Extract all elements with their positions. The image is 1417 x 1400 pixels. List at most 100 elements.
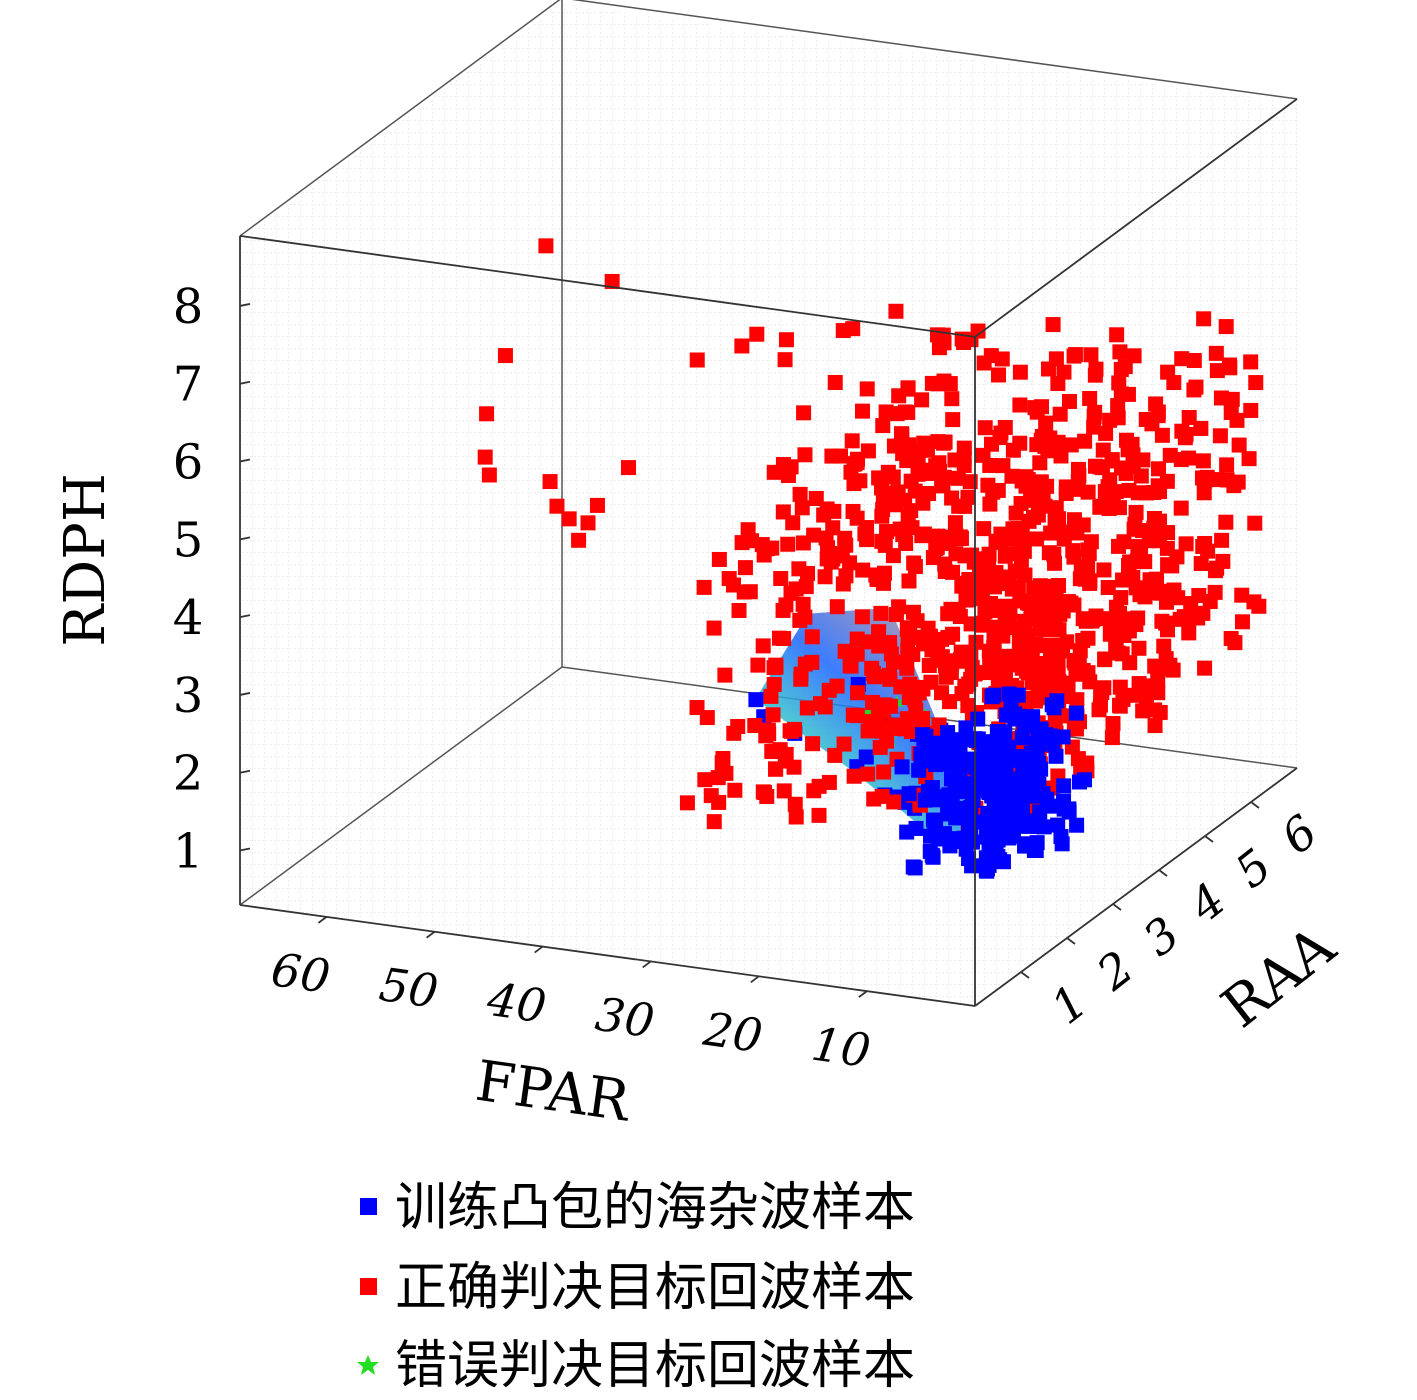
- point-correct: [1082, 390, 1098, 406]
- point-correct: [1043, 525, 1059, 541]
- point-training: [1056, 793, 1072, 809]
- point-correct: [1012, 364, 1028, 380]
- point-correct: [1113, 590, 1129, 606]
- point-correct: [805, 736, 821, 752]
- point-correct: [994, 351, 1010, 367]
- point-correct: [1222, 357, 1238, 373]
- point-correct: [1008, 505, 1024, 521]
- point-correct: [915, 710, 931, 726]
- point-training: [1069, 817, 1085, 833]
- point-correct: [804, 654, 820, 670]
- y-tick-mark: [1020, 971, 1030, 979]
- point-correct: [1112, 605, 1128, 621]
- point-correct: [982, 595, 998, 611]
- point-correct: [902, 620, 918, 636]
- point-correct: [763, 688, 779, 704]
- point-correct: [679, 795, 695, 811]
- point-correct: [497, 348, 513, 364]
- point-correct: [875, 418, 891, 434]
- point-correct: [974, 617, 990, 633]
- point-correct: [1056, 364, 1072, 380]
- point-correct: [900, 380, 916, 396]
- point-correct: [1202, 594, 1218, 610]
- point-correct: [1160, 525, 1176, 541]
- point-correct: [1150, 672, 1166, 688]
- point-correct: [1083, 534, 1099, 550]
- point-training: [960, 806, 976, 822]
- point-correct: [1128, 504, 1144, 520]
- point-correct: [817, 699, 833, 715]
- point-correct: [849, 510, 865, 526]
- x-tick-label: 20: [699, 1001, 765, 1063]
- point-correct: [924, 375, 940, 391]
- point-correct: [1012, 397, 1028, 413]
- x-tick-label: 50: [376, 957, 441, 1019]
- point-training: [917, 792, 933, 808]
- point-correct: [749, 326, 765, 342]
- point-correct: [937, 658, 953, 674]
- point-correct: [1248, 375, 1264, 391]
- legend-item-training: 训练凸包的海杂波样本: [360, 1178, 915, 1238]
- point-correct: [1196, 311, 1212, 327]
- point-correct: [1087, 367, 1103, 383]
- point-correct: [794, 500, 810, 516]
- point-training: [1014, 730, 1030, 746]
- legend-marker-correct: [360, 1278, 377, 1295]
- point-correct: [935, 478, 951, 494]
- point-correct: [1109, 327, 1125, 343]
- legend-label-training: 训练凸包的海杂波样本: [395, 1178, 915, 1238]
- point-correct: [538, 238, 554, 254]
- point-correct: [860, 766, 876, 782]
- point-correct: [1219, 457, 1235, 473]
- point-correct: [947, 515, 963, 531]
- z-tick-mark: [239, 303, 251, 307]
- point-correct: [757, 785, 773, 801]
- point-correct: [1199, 469, 1215, 485]
- point-correct: [1181, 410, 1197, 426]
- y-tick-mark: [1204, 835, 1214, 843]
- x-tick-mark: [750, 975, 760, 984]
- point-correct: [865, 694, 881, 710]
- point-correct: [930, 528, 946, 544]
- point-correct: [997, 548, 1013, 564]
- point-training: [1016, 716, 1032, 732]
- point-training: [894, 759, 910, 775]
- legend-label-correct: 正确判决目标回波样本: [395, 1258, 915, 1318]
- z-tick-label: 1: [173, 824, 204, 880]
- y-tick-label: 1: [1041, 974, 1097, 1035]
- point-training: [970, 711, 986, 727]
- point-correct: [948, 546, 964, 562]
- point-correct: [979, 665, 995, 681]
- point-correct: [907, 559, 923, 575]
- point-correct: [981, 557, 997, 573]
- point-correct: [942, 694, 958, 710]
- legend-item-wrong: 错误判决目标回波样本: [357, 1336, 915, 1396]
- point-correct: [1154, 427, 1170, 443]
- z-tick-mark: [239, 692, 251, 696]
- y-tick-label: 5: [1225, 838, 1281, 899]
- point-correct: [1012, 651, 1028, 667]
- point-correct: [727, 782, 743, 798]
- point-training: [970, 731, 986, 747]
- point-correct: [936, 373, 952, 389]
- point-correct: [893, 679, 909, 695]
- point-correct: [827, 747, 843, 763]
- point-correct: [950, 470, 966, 486]
- point-correct: [703, 788, 719, 804]
- point-correct: [997, 598, 1013, 614]
- point-correct: [1186, 352, 1202, 368]
- point-correct: [891, 599, 907, 615]
- point-correct: [1018, 627, 1034, 643]
- point-correct: [977, 420, 993, 436]
- point-correct: [849, 646, 865, 662]
- point-correct: [740, 522, 756, 538]
- x-tick-label: 40: [483, 972, 549, 1034]
- point-correct: [1243, 402, 1259, 418]
- point-correct: [1112, 344, 1128, 360]
- point-correct: [1193, 420, 1209, 436]
- point-training: [1046, 700, 1062, 716]
- point-correct: [865, 666, 881, 682]
- point-correct: [953, 651, 969, 667]
- x-tick-mark: [317, 916, 328, 924]
- point-correct: [1045, 638, 1061, 654]
